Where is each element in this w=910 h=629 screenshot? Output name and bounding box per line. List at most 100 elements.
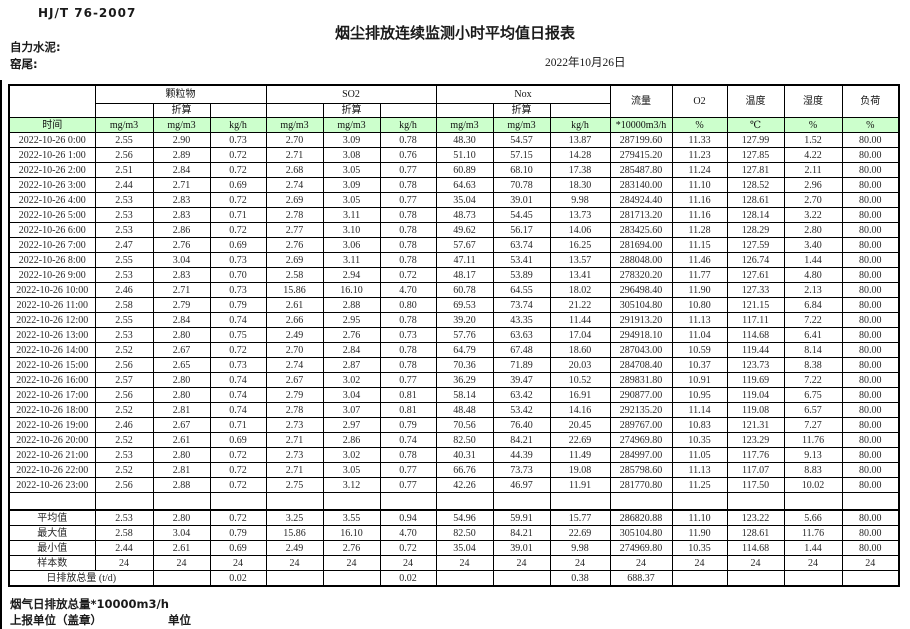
unit-cell: % bbox=[841, 117, 900, 133]
value-cell: 8.14 bbox=[783, 342, 843, 358]
header-time: 时间 bbox=[8, 117, 96, 133]
summary-value: 286820.88 bbox=[609, 509, 673, 526]
value-cell: 2.69 bbox=[265, 252, 324, 268]
value-cell: 2.96 bbox=[783, 177, 843, 193]
daily-total-label: 日排放总量 (t/d) bbox=[8, 570, 154, 587]
unit-cell: mg/m3 bbox=[492, 117, 551, 133]
value-cell: 4.22 bbox=[783, 147, 843, 163]
summary-value: 24 bbox=[152, 555, 211, 571]
unit-cell: mg/m3 bbox=[94, 117, 154, 133]
header-sub-spacer bbox=[379, 103, 437, 118]
value-cell: 284924.40 bbox=[609, 192, 673, 208]
value-cell: 2.84 bbox=[152, 312, 211, 328]
time-cell: 2022-10-26 15:00 bbox=[8, 357, 96, 373]
value-cell: 3.09 bbox=[322, 132, 381, 148]
value-cell: 18.30 bbox=[549, 177, 611, 193]
value-cell: 13.87 bbox=[549, 132, 611, 148]
summary-value: 82.50 bbox=[435, 525, 494, 541]
value-cell: 305104.80 bbox=[609, 297, 673, 313]
value-cell: 2.53 bbox=[94, 267, 154, 283]
value-cell: 16.25 bbox=[549, 237, 611, 253]
value-cell: 2.67 bbox=[265, 372, 324, 388]
summary-value: 11.90 bbox=[671, 525, 728, 541]
header-sub-spacer bbox=[435, 103, 494, 118]
value-cell: 2.75 bbox=[265, 477, 324, 493]
summary-value: 1.44 bbox=[783, 540, 843, 556]
time-cell: 2022-10-26 5:00 bbox=[8, 207, 96, 223]
value-cell: 2.90 bbox=[152, 132, 211, 148]
blank-cell bbox=[152, 492, 211, 511]
summary-value: 114.68 bbox=[726, 540, 785, 556]
value-cell: 3.40 bbox=[783, 237, 843, 253]
value-cell: 2.61 bbox=[265, 297, 324, 313]
value-cell: 80.00 bbox=[841, 177, 900, 193]
header-group-nox: Nox bbox=[435, 84, 611, 104]
summary-value: 0.69 bbox=[209, 540, 267, 556]
time-cell: 2022-10-26 6:00 bbox=[8, 222, 96, 238]
summary-value: 24 bbox=[492, 555, 551, 571]
header-converted: 折算 bbox=[322, 103, 381, 118]
value-cell: 11.16 bbox=[671, 207, 728, 223]
summary-value: 24 bbox=[435, 555, 494, 571]
summary-label: 样本数 bbox=[8, 555, 96, 571]
value-cell: 49.62 bbox=[435, 222, 494, 238]
value-cell: 17.04 bbox=[549, 327, 611, 343]
value-cell: 48.17 bbox=[435, 267, 494, 283]
summary-value: 4.70 bbox=[379, 525, 437, 541]
value-cell: 16.91 bbox=[549, 387, 611, 403]
header-time-spacer bbox=[8, 84, 96, 118]
summary-value: 24 bbox=[209, 555, 267, 571]
time-cell: 2022-10-26 16:00 bbox=[8, 372, 96, 388]
table-row: 颗粒物 SO2 Nox 流量 O2 温度 湿度 负荷 bbox=[8, 84, 900, 118]
value-cell: 11.13 bbox=[671, 312, 728, 328]
table-row: 2022-10-26 16:00 2.57 2.80 0.74 2.67 3.02 0.77… bbox=[8, 372, 900, 388]
value-cell: 2.84 bbox=[322, 342, 381, 358]
daily-total-value bbox=[435, 570, 494, 587]
value-cell: 11.49 bbox=[549, 447, 611, 463]
value-cell: 2.80 bbox=[783, 222, 843, 238]
summary-value: 3.25 bbox=[265, 509, 324, 526]
page-title: 烟尘排放连续监测小时平均值日报表 bbox=[334, 24, 575, 42]
value-cell: 128.29 bbox=[726, 222, 785, 238]
value-cell: 3.22 bbox=[783, 207, 843, 223]
value-cell: 2.69 bbox=[265, 192, 324, 208]
value-cell: 2.81 bbox=[152, 462, 211, 478]
blank-cell bbox=[8, 492, 96, 511]
value-cell: 2.65 bbox=[152, 357, 211, 373]
value-cell: 0.77 bbox=[379, 477, 437, 493]
value-cell: 2.70 bbox=[265, 132, 324, 148]
value-cell: 48.48 bbox=[435, 402, 494, 418]
value-cell: 64.79 bbox=[435, 342, 494, 358]
blank-cell bbox=[265, 492, 324, 511]
summary-value: 128.61 bbox=[726, 525, 785, 541]
table-row: 2022-10-26 2:00 2.51 2.84 0.72 2.68 3.05 0.77 6… bbox=[8, 162, 900, 178]
value-cell: 2.80 bbox=[152, 447, 211, 463]
value-cell: 11.14 bbox=[671, 402, 728, 418]
value-cell: 0.77 bbox=[379, 372, 437, 388]
header-sub-spacer bbox=[94, 103, 154, 118]
daily-total-value bbox=[322, 570, 381, 587]
value-cell: 63.74 bbox=[492, 237, 551, 253]
value-cell: 2.55 bbox=[94, 252, 154, 268]
value-cell: 284708.40 bbox=[609, 357, 673, 373]
summary-value: 9.98 bbox=[549, 540, 611, 556]
unit-cell: % bbox=[671, 117, 728, 133]
value-cell: 2.53 bbox=[94, 207, 154, 223]
value-cell: 80.00 bbox=[841, 327, 900, 343]
value-cell: 3.09 bbox=[322, 177, 381, 193]
value-cell: 274969.80 bbox=[609, 432, 673, 448]
table-row: 2022-10-26 15:00 2.56 2.65 0.73 2.74 2.87 0.78… bbox=[8, 357, 900, 373]
value-cell: 0.72 bbox=[209, 147, 267, 163]
value-cell: 80.00 bbox=[841, 312, 900, 328]
value-cell: 53.42 bbox=[492, 402, 551, 418]
value-cell: 3.06 bbox=[322, 237, 381, 253]
time-cell: 2022-10-26 0:00 bbox=[8, 132, 96, 148]
value-cell: 2.94 bbox=[322, 267, 381, 283]
value-cell: 0.72 bbox=[209, 162, 267, 178]
value-cell: 70.56 bbox=[435, 417, 494, 433]
value-cell: 80.00 bbox=[841, 192, 900, 208]
value-cell: 2.56 bbox=[94, 147, 154, 163]
value-cell: 13.73 bbox=[549, 207, 611, 223]
value-cell: 2.68 bbox=[265, 162, 324, 178]
daily-total-value bbox=[492, 570, 551, 587]
